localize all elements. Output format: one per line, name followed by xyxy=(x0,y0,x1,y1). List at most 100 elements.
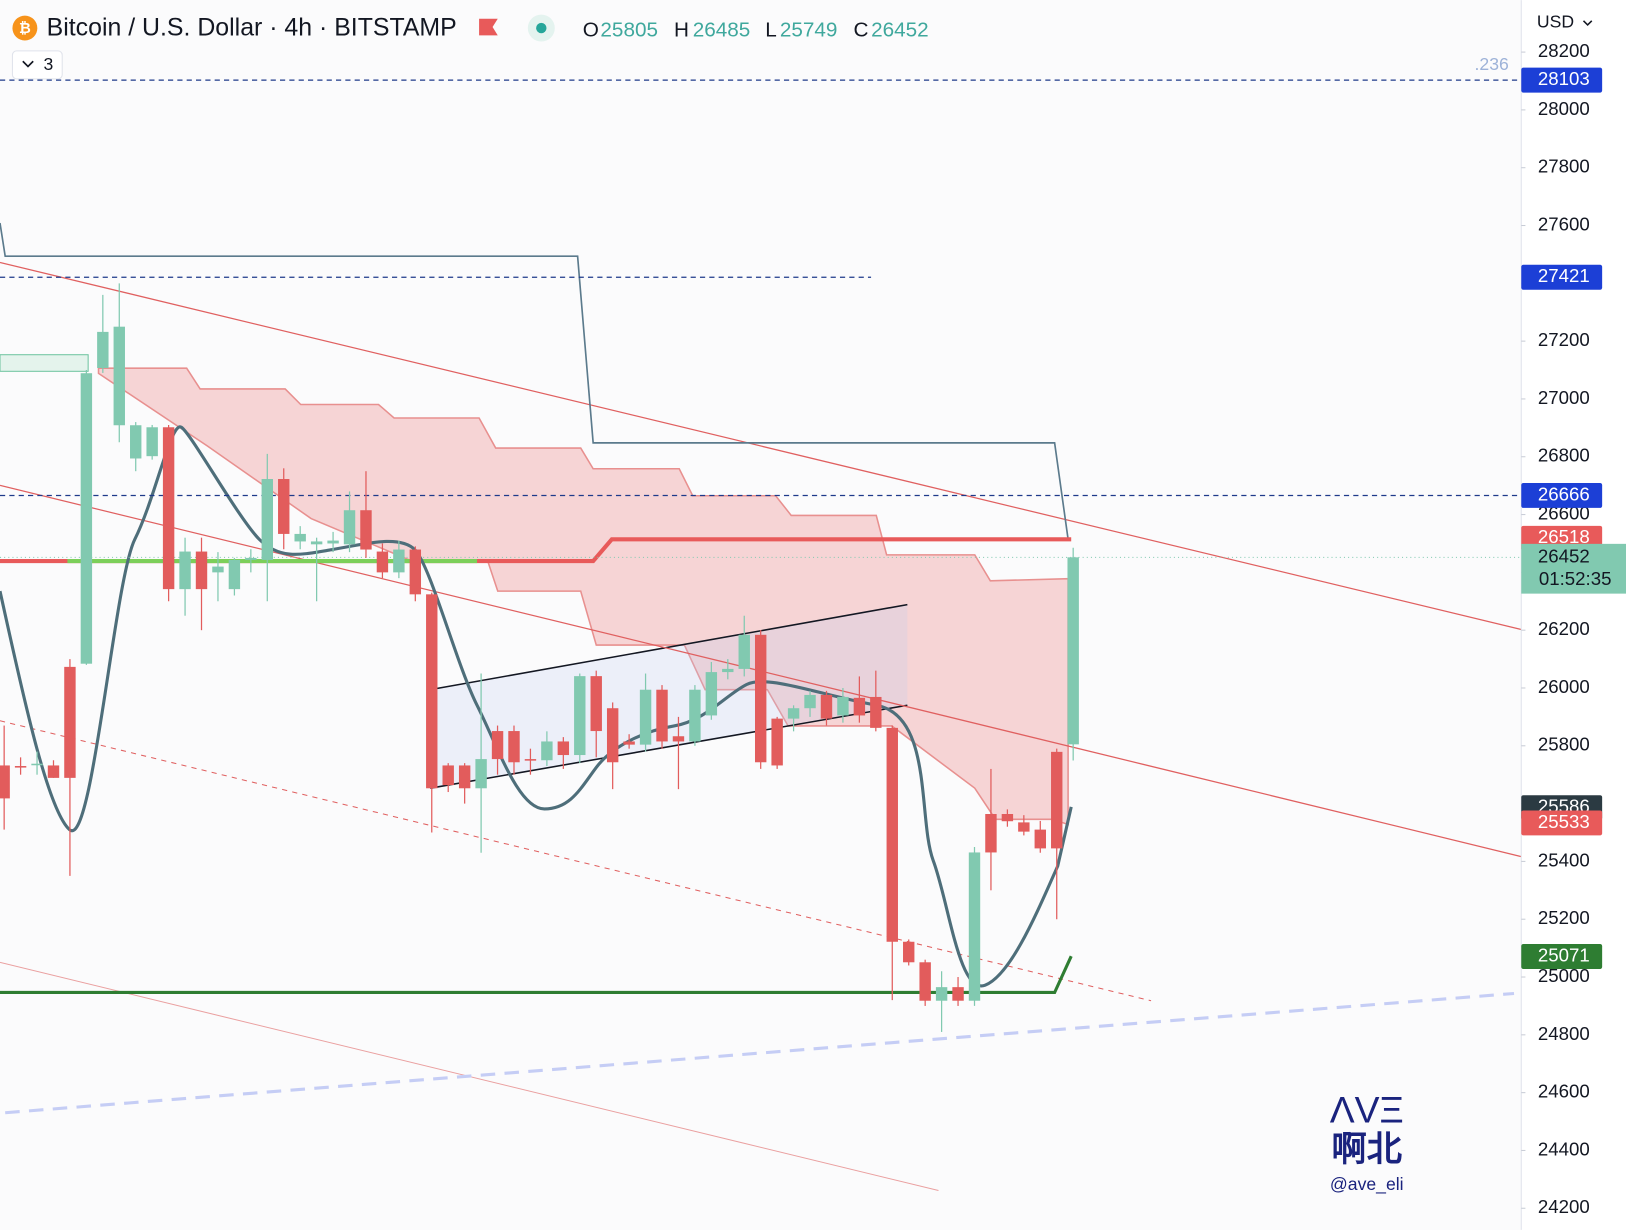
candle-body xyxy=(738,634,750,669)
candle-body xyxy=(64,666,76,778)
y-tick-label: 27000 xyxy=(1538,387,1590,408)
candle-body xyxy=(639,689,652,745)
candle-body xyxy=(952,987,964,1001)
step-line xyxy=(0,222,1069,540)
candle-body xyxy=(179,551,191,590)
candle-body xyxy=(1051,751,1063,849)
price-label-box xyxy=(1521,810,1603,836)
coin-logo-glyph: ₿ xyxy=(19,21,31,37)
candle-body xyxy=(228,559,241,590)
candle-body xyxy=(113,326,125,426)
candle-body xyxy=(985,814,997,853)
watermark-handle: @ave_eli xyxy=(1330,1174,1404,1195)
y-tick-label: 25000 xyxy=(1538,965,1590,986)
price-label: 28103 xyxy=(1538,68,1590,89)
price-label-box xyxy=(1521,944,1603,969)
candle-body xyxy=(837,696,849,716)
y-tick-label: 25800 xyxy=(1538,734,1590,755)
candle-body xyxy=(574,676,586,756)
candle-body xyxy=(1018,822,1030,832)
candle-body xyxy=(722,668,734,673)
candle-body xyxy=(754,634,767,763)
candle-body xyxy=(47,765,60,778)
price-label: 27421 xyxy=(1538,265,1590,286)
axis-background xyxy=(1521,0,1626,1230)
candle-body xyxy=(393,549,405,573)
candle-body xyxy=(1001,814,1014,822)
moving-average xyxy=(0,425,1073,988)
candle-body xyxy=(903,941,915,963)
coin-logo xyxy=(12,15,38,41)
indicator-toggle[interactable] xyxy=(11,50,63,80)
candle-body xyxy=(1067,557,1079,745)
candle-body xyxy=(294,533,306,542)
candle-body xyxy=(0,765,10,799)
toggle-chevron xyxy=(22,60,34,68)
trend-line xyxy=(0,261,1522,631)
y-tick-label: 25400 xyxy=(1538,849,1590,870)
header: ₿ Bitcoin / U.S. Dollar · 4h · BITSTAMP … xyxy=(11,14,929,80)
support-dashed xyxy=(5,991,1515,1115)
price-label-box xyxy=(1521,483,1603,508)
support-line xyxy=(0,955,1073,995)
candle-body xyxy=(162,427,175,590)
ohlc-key: L xyxy=(765,19,777,42)
current-price-label: 26452 xyxy=(1538,545,1590,566)
candle-body xyxy=(672,736,685,742)
candle-body xyxy=(705,672,718,716)
candle-body xyxy=(623,741,635,745)
price-axis: USD 24200 24400 24600 24800 25000 25200 25400 2… xyxy=(1520,0,1626,1230)
price-label: 25533 xyxy=(1538,811,1590,832)
candle-body xyxy=(606,708,619,763)
y-tick-label: 27200 xyxy=(1538,329,1590,350)
candle-body xyxy=(656,689,668,742)
candle-body xyxy=(261,479,273,560)
y-tick-label: 26000 xyxy=(1538,676,1590,697)
ohlc-value: 26485 xyxy=(693,19,751,42)
y-tick-label: 28000 xyxy=(1538,98,1590,119)
candle-body xyxy=(541,741,553,761)
candle-body xyxy=(343,510,356,545)
y-tick-label: 28200 xyxy=(1538,40,1590,61)
price-label: 25071 xyxy=(1538,944,1590,965)
candle-body xyxy=(804,694,816,709)
price-label-box xyxy=(1521,67,1603,93)
candle-body xyxy=(689,689,701,742)
candles xyxy=(0,283,1079,1032)
candle-body xyxy=(97,331,109,369)
candle-body xyxy=(886,727,898,942)
candle-body xyxy=(458,765,471,789)
y-tick-label: 27600 xyxy=(1538,213,1590,234)
candle-body xyxy=(919,962,931,1001)
candle-body xyxy=(787,708,800,719)
ohlc-value: 26452 xyxy=(871,19,929,42)
price-label: 26518 xyxy=(1538,526,1590,547)
indicator-count[interactable]: 3 xyxy=(44,54,54,74)
watermark-cjk: 啊北 xyxy=(1332,1129,1403,1170)
y-tick-label: 27800 xyxy=(1538,156,1590,177)
y-tick-label: 24800 xyxy=(1538,1023,1590,1044)
wedge-line xyxy=(430,603,908,691)
candle-body xyxy=(508,731,520,763)
candle-body xyxy=(1034,829,1046,849)
candle-body xyxy=(80,373,93,664)
current-price-box xyxy=(1521,543,1626,594)
candle-body xyxy=(195,551,208,590)
countdown: 01:52:35 xyxy=(1539,568,1612,589)
candle-body xyxy=(771,718,783,766)
candle-body xyxy=(245,557,257,560)
candle-body xyxy=(557,741,570,756)
y-tick-label: 26800 xyxy=(1538,445,1590,466)
fib-label: .236 xyxy=(1475,54,1509,74)
ohlc-key: H xyxy=(674,19,689,42)
flag-icon[interactable] xyxy=(479,18,498,36)
candle-body xyxy=(820,694,833,719)
watermark: ΛVΞ 啊北 @ave_eli xyxy=(1330,1089,1404,1195)
candle-body xyxy=(491,731,504,760)
candle-body xyxy=(870,696,882,728)
candle-body xyxy=(146,427,158,457)
currency[interactable]: USD xyxy=(1537,12,1574,32)
candle-body xyxy=(590,676,602,732)
